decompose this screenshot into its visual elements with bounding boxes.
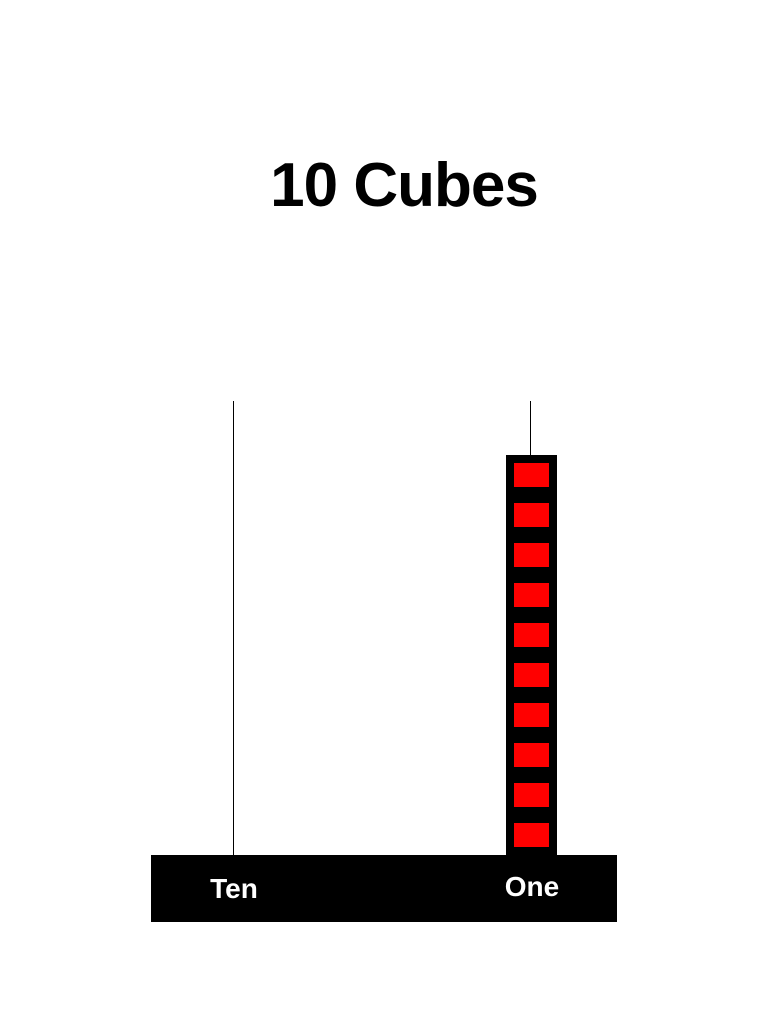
ones-cube [514,543,549,567]
ones-cube [514,703,549,727]
ones-cube [514,743,549,767]
ones-cube-stack [506,455,557,856]
ones-label: One [504,871,560,902]
ones-cube [514,623,549,647]
ones-cube [514,503,549,527]
ones-cube [514,463,549,487]
ones-cube [514,583,549,607]
ones-cube [514,783,549,807]
tens-rod [233,401,234,856]
page-title: 10 Cubes [270,151,539,220]
ones-cube [514,823,549,847]
ones-cube [514,663,549,687]
ones-rod [530,401,531,457]
tens-label: Ten [210,873,258,904]
place-value-base: Ten One [151,855,617,922]
